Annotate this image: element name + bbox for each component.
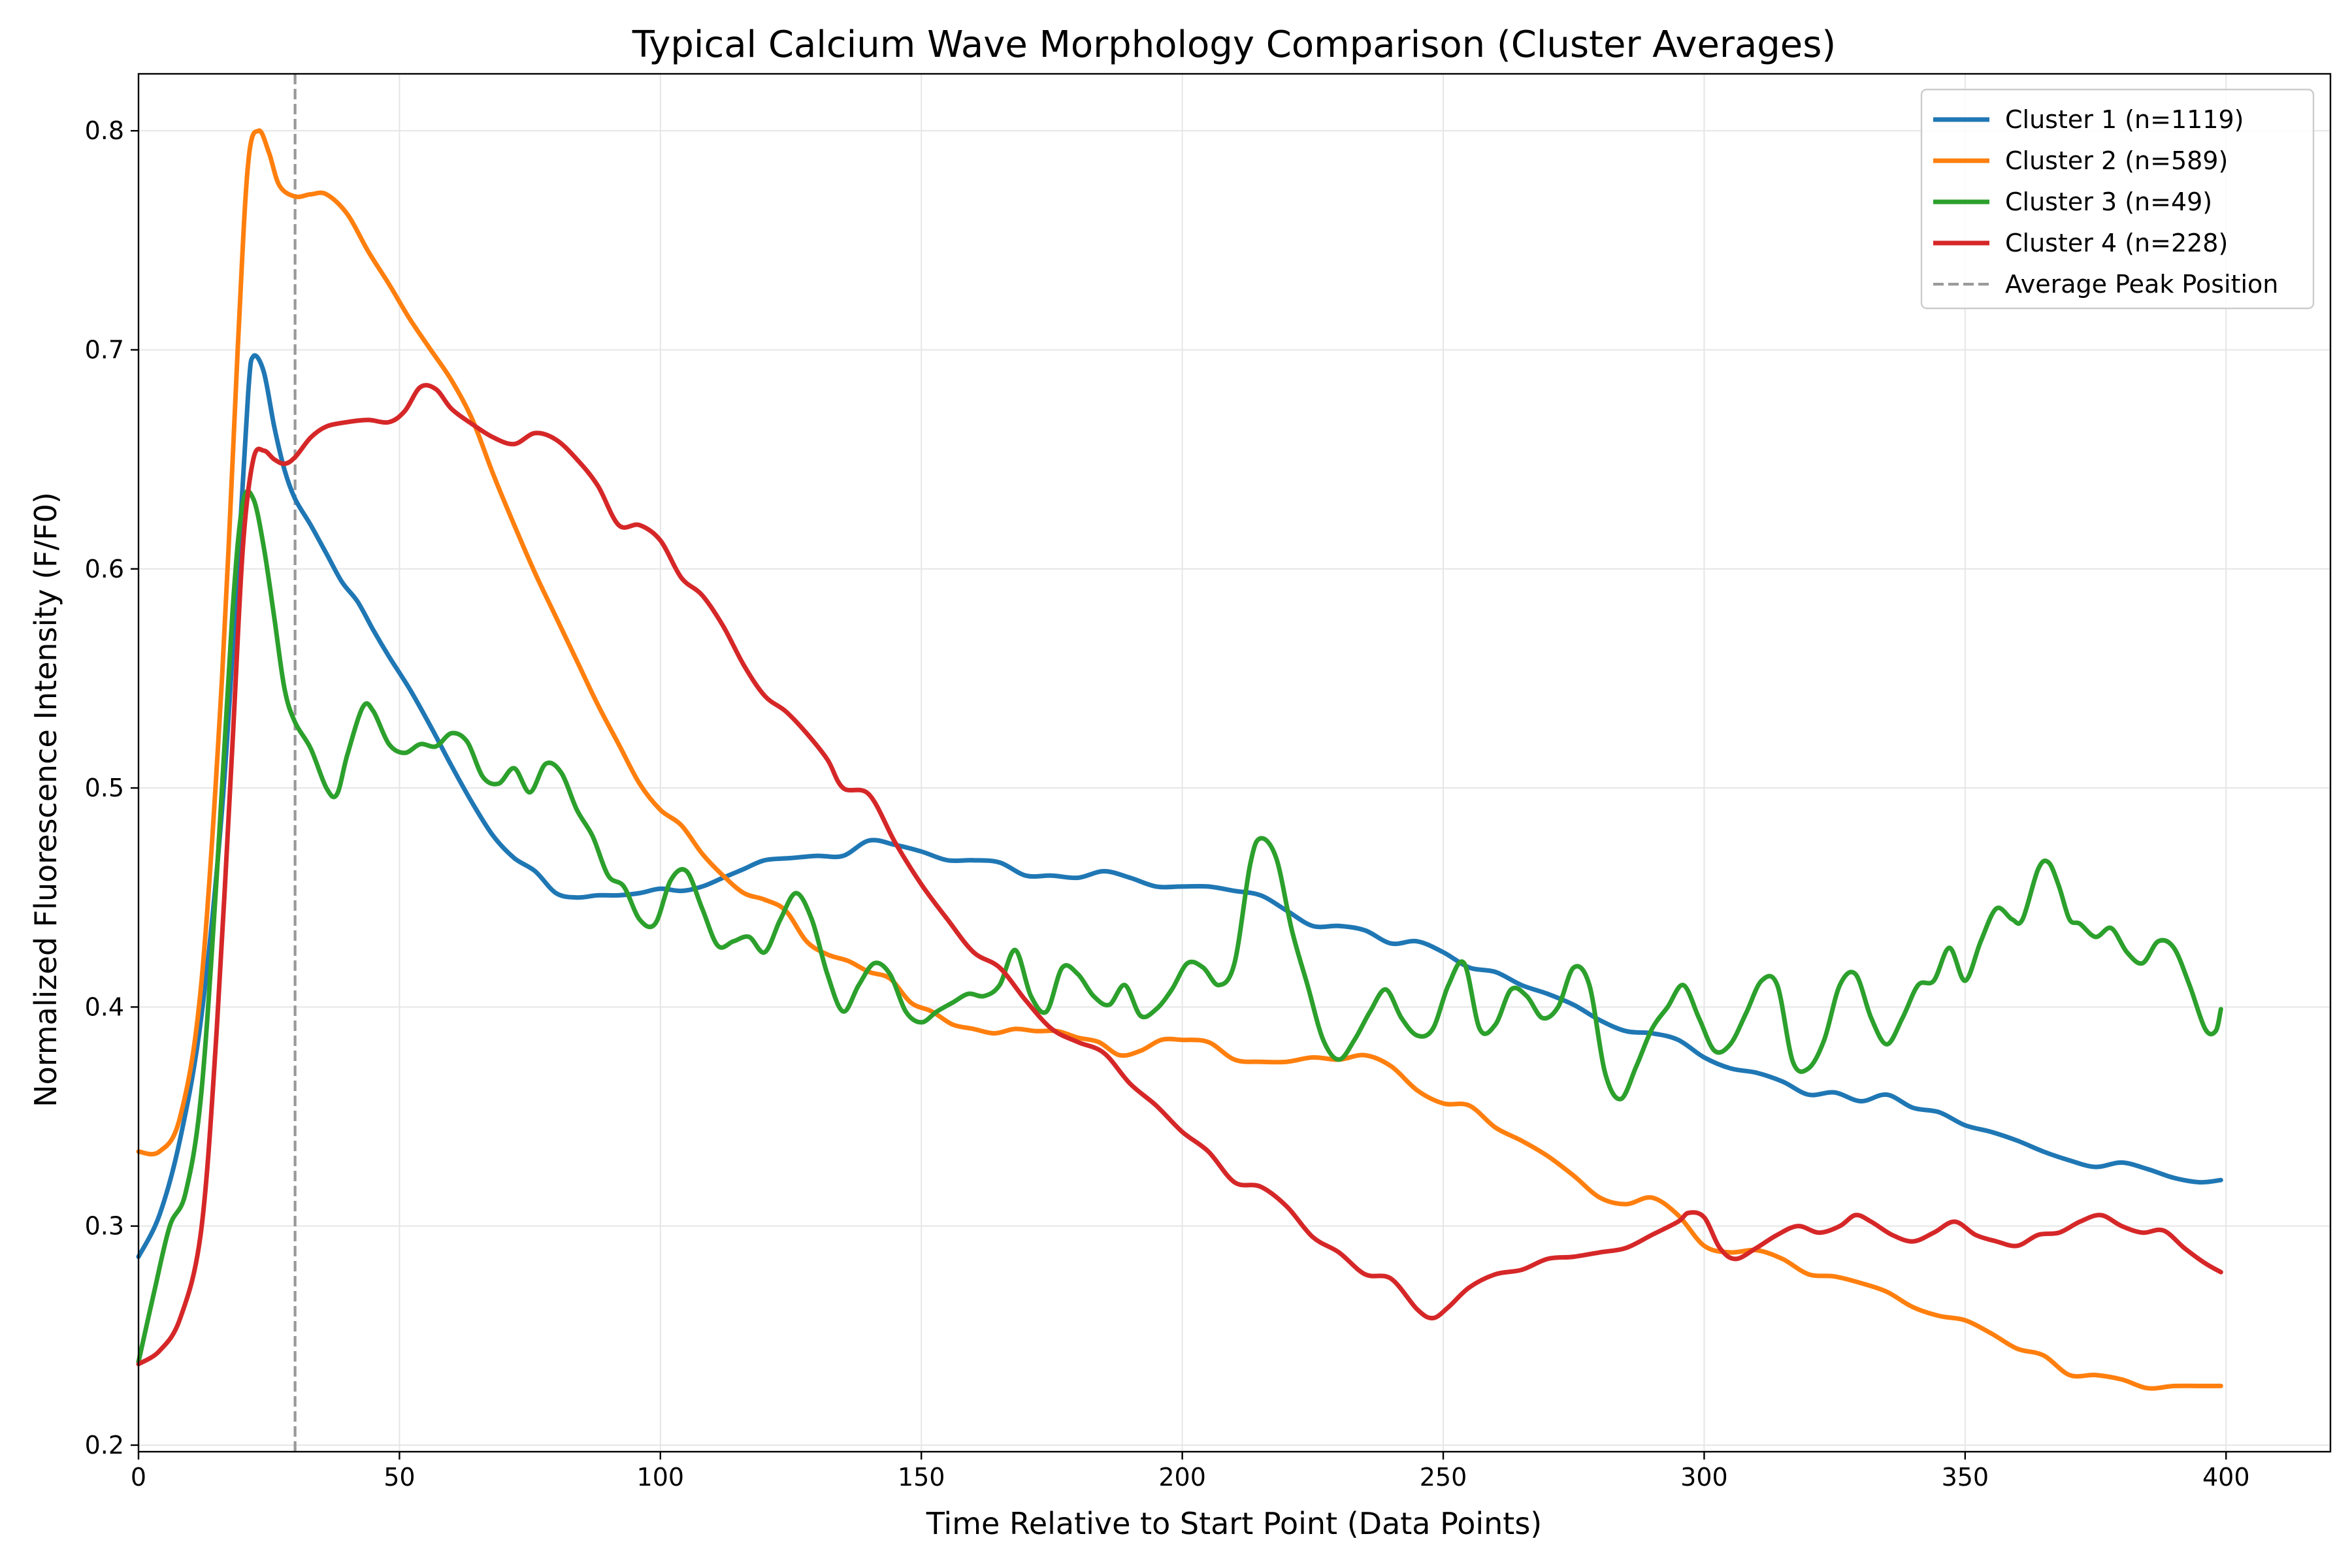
- legend-label: Cluster 2 (n=589): [2005, 146, 2228, 175]
- legend-label: Cluster 3 (n=49): [2005, 188, 2212, 216]
- chart-title: Typical Calcium Wave Morphology Comparis…: [632, 24, 1837, 66]
- y-tick-label: 0.2: [85, 1431, 124, 1460]
- x-tick-label: 100: [637, 1463, 685, 1492]
- legend-label: Average Peak Position: [2005, 270, 2278, 299]
- x-tick-label: 200: [1158, 1463, 1206, 1492]
- legend-box: [1920, 88, 2315, 310]
- y-tick-label: 0.7: [85, 335, 124, 364]
- legend-label: Cluster 1 (n=1119): [2005, 105, 2244, 134]
- x-tick-label: 300: [1680, 1463, 1728, 1492]
- y-tick-label: 0.8: [85, 116, 124, 145]
- x-tick-label: 350: [1942, 1463, 1989, 1492]
- x-tick-label: 250: [1420, 1463, 1467, 1492]
- series-line-cluster-2: [136, 128, 2223, 1391]
- y-tick-label: 0.4: [85, 992, 124, 1021]
- plot-series: [136, 74, 2223, 1452]
- x-tick-label: 150: [898, 1463, 945, 1492]
- y-tick-label: 0.3: [85, 1212, 124, 1241]
- y-axis-label: Normalized Fluorescence Intensity (F/F0): [28, 492, 63, 1107]
- series-line-cluster-4: [136, 383, 2223, 1367]
- legend: Cluster 1 (n=1119) Cluster 2 (n=589) Clust…: [1920, 88, 2315, 310]
- series-line-cluster-1: [136, 353, 2223, 1260]
- x-tick-label: 0: [131, 1463, 146, 1492]
- x-tick-label: 50: [384, 1463, 415, 1492]
- x-axis-label: Time Relative to Start Point (Data Point…: [926, 1506, 1542, 1541]
- plot-frame: [137, 73, 2332, 1453]
- y-tick-label: 0.5: [85, 774, 124, 802]
- legend-label: Cluster 4 (n=228): [2005, 229, 2228, 257]
- x-tick-label: 400: [2202, 1463, 2250, 1492]
- axes: 0 50 100 150 200 250 300 350 400 0.2 0.3 0.4 0.5 0.6 0…: [85, 73, 2332, 1492]
- series-line-cluster-3: [136, 489, 2223, 1364]
- y-tick-label: 0.6: [85, 555, 124, 583]
